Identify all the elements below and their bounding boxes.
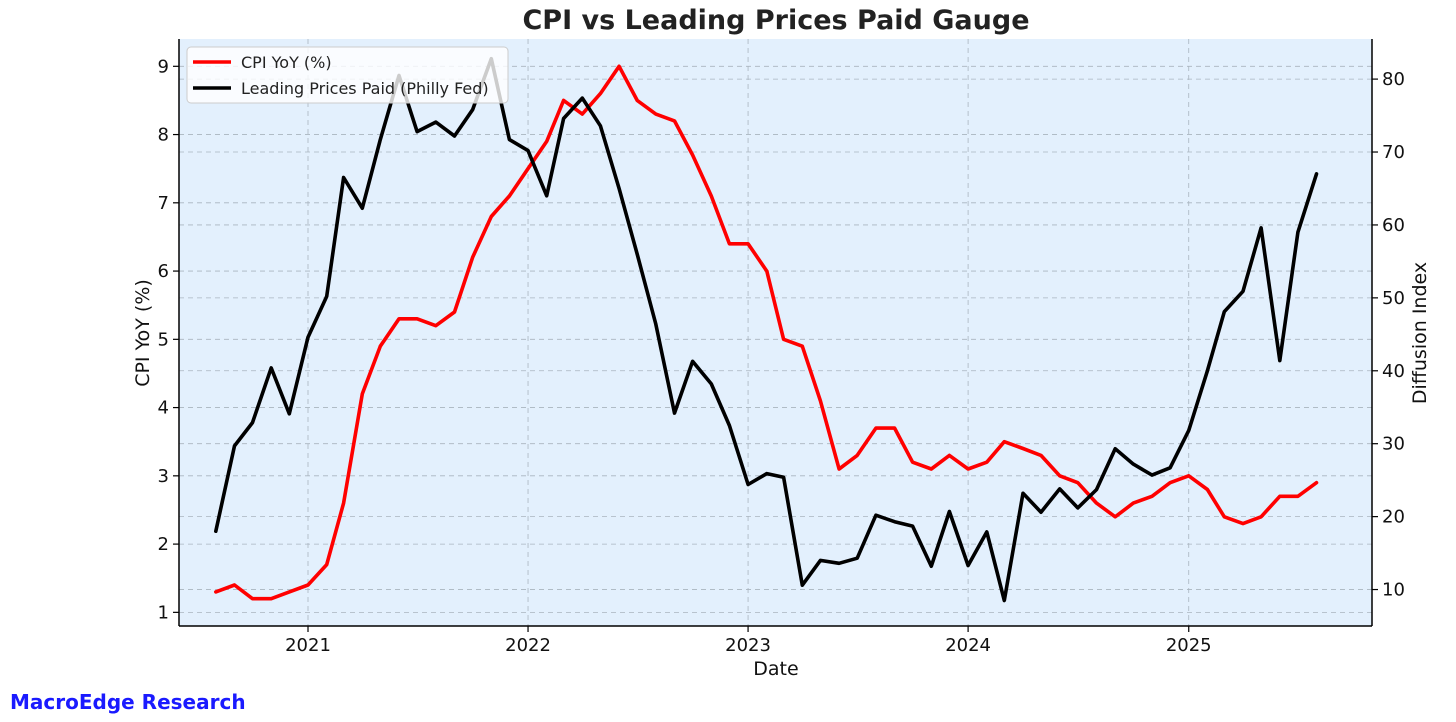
y-left-tick-label: 9 [158,56,169,77]
y-axis-right-label: Diffusion Index [1409,262,1431,404]
y-left-tick-label: 6 [158,261,169,282]
y-right-tick-label: 10 [1382,580,1405,601]
y-right-tick-label: 30 [1382,434,1405,455]
x-tick-label: 2024 [945,635,991,656]
grid-lines [179,39,1372,626]
x-tick-label: 2022 [505,635,551,656]
plot-area [179,39,1372,626]
y-left-tick-label: 5 [158,329,169,350]
y-right-tick-label: 80 [1382,69,1405,90]
x-axis-label: Date [753,658,798,680]
chart-title: CPI vs Leading Prices Paid Gauge [522,5,1029,36]
y-left-tick-label: 3 [158,466,169,487]
axes: 2021 2022 2023 2024 2025 1 2 3 4 5 6 7 8 9 10 20 30 40 50 6… [158,39,1405,656]
y-left-tick-label: 7 [158,193,169,214]
x-tick-label: 2023 [725,635,771,656]
y-right-tick-label: 20 [1382,507,1405,528]
y-right-tick-label: 70 [1382,142,1405,163]
x-tick-label: 2021 [285,635,331,656]
chart: CPI vs Leading Prices Paid Gauge 2021 202… [132,5,1431,680]
y-right-tick-label: 60 [1382,215,1405,236]
y-left-tick-label: 2 [158,534,169,555]
legend-entry-label: CPI YoY (%) [241,53,332,72]
y-right-tick-label: 50 [1382,288,1405,309]
x-tick-label: 2025 [1166,635,1212,656]
y-left-tick-label: 8 [158,125,169,146]
legend: CPI YoY (%) Leading Prices Paid (Philly F… [186,46,509,104]
y-left-tick-label: 1 [158,602,169,623]
y-right-tick-label: 40 [1382,361,1405,382]
legend-box [186,46,509,104]
series-line-cpi [214,64,1319,601]
y-left-tick-label: 4 [158,398,169,419]
watermark-brand: MacroEdge Research [10,690,246,714]
y-axis-left-label: CPI YoY (%) [132,279,154,387]
legend-entry-label: Leading Prices Paid (Philly Fed) [241,79,489,98]
